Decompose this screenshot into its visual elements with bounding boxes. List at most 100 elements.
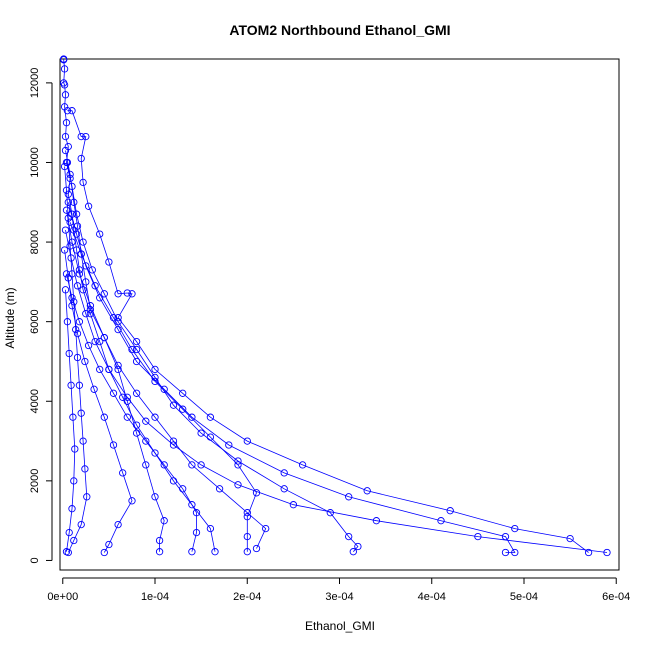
- data-point: [262, 524, 270, 533]
- data-point: [64, 190, 72, 198]
- data-point: [100, 290, 108, 298]
- series-line: [67, 162, 359, 552]
- data-point: [79, 238, 87, 246]
- data-point: [511, 524, 519, 533]
- data-point: [114, 290, 122, 298]
- data-point: [243, 437, 251, 445]
- data-point: [252, 489, 261, 497]
- data-point: [197, 429, 205, 437]
- series-line: [65, 230, 216, 552]
- series-line: [67, 110, 589, 553]
- data-point: [61, 132, 70, 141]
- data-point: [84, 341, 93, 350]
- y-axis: 0 2000 4000 6000 8000 10000 12000: [29, 68, 53, 564]
- data-point: [60, 81, 69, 89]
- data-point: [119, 469, 127, 477]
- x-tick-label: 1e-04: [141, 591, 169, 603]
- data-point: [77, 132, 85, 141]
- data-point: [82, 278, 90, 286]
- data-point: [68, 270, 76, 278]
- data-point: [61, 226, 70, 234]
- data-point: [192, 528, 201, 537]
- data-point: [105, 540, 113, 549]
- y-axis-label: Altitude (m): [3, 287, 17, 348]
- data-point: [155, 548, 164, 556]
- series-8: [60, 246, 136, 557]
- data-point: [65, 349, 73, 358]
- x-tick-label: 2e-04: [233, 591, 261, 603]
- data-point: [188, 501, 196, 509]
- data-point: [109, 314, 118, 322]
- data-point: [96, 337, 104, 346]
- data-point: [62, 119, 71, 127]
- data-point: [73, 353, 82, 362]
- series-6: [62, 206, 168, 556]
- series-line: [66, 210, 165, 552]
- data-point: [206, 413, 215, 421]
- data-point: [75, 270, 84, 278]
- data-point: [142, 437, 150, 445]
- data-point: [96, 294, 104, 302]
- data-point: [91, 337, 99, 346]
- data-point: [151, 365, 159, 374]
- data-point: [349, 548, 357, 556]
- series-2: [63, 107, 593, 557]
- data-point: [474, 532, 482, 541]
- data-point: [142, 461, 150, 469]
- data-point: [169, 437, 178, 445]
- data-point: [289, 501, 298, 509]
- data-point: [119, 393, 127, 401]
- data-point: [188, 461, 196, 469]
- data-point: [62, 206, 71, 214]
- data-point: [603, 548, 611, 557]
- x-tick-label: 4e-04: [418, 591, 446, 603]
- data-point: [90, 385, 98, 393]
- data-point: [151, 449, 159, 457]
- data-point: [73, 282, 82, 290]
- series-3: [61, 146, 270, 553]
- data-point: [114, 520, 122, 529]
- data-point: [243, 532, 251, 541]
- data-point: [67, 254, 75, 262]
- data-point: [68, 294, 76, 302]
- series-line: [63, 59, 608, 553]
- y-tick-label: 8000: [29, 230, 41, 254]
- data-point: [62, 270, 71, 278]
- data-point: [63, 158, 72, 167]
- data-point: [326, 509, 334, 517]
- data-point: [68, 182, 76, 191]
- data-point: [584, 548, 593, 557]
- data-point: [252, 544, 261, 553]
- x-tick-label: 5e-04: [510, 591, 538, 603]
- data-point: [566, 534, 574, 543]
- data-point: [215, 485, 224, 493]
- data-point: [446, 507, 454, 515]
- data-point: [132, 389, 141, 397]
- data-point: [179, 405, 187, 413]
- data-point: [363, 487, 371, 495]
- data-point: [82, 132, 90, 141]
- data-point: [60, 56, 68, 64]
- data-point: [63, 318, 72, 326]
- data-point: [62, 548, 71, 556]
- series-11: [61, 286, 79, 556]
- data-point: [65, 528, 73, 537]
- data-point: [114, 318, 122, 326]
- data-point: [123, 397, 131, 405]
- data-point: [501, 548, 510, 557]
- series-line: [64, 166, 88, 553]
- data-point: [109, 441, 118, 449]
- data-point: [62, 186, 71, 194]
- series-12: [63, 158, 362, 556]
- data-point: [61, 91, 70, 99]
- data-point: [501, 532, 510, 541]
- data-point: [77, 154, 85, 163]
- x-axis-label: Ethanol_GMI: [305, 619, 375, 633]
- data-point: [132, 357, 141, 366]
- data-point: [68, 107, 76, 115]
- data-point: [83, 493, 91, 501]
- data-point: [88, 266, 96, 274]
- data-point: [151, 373, 159, 382]
- data-point: [123, 289, 131, 297]
- data-point: [70, 298, 78, 306]
